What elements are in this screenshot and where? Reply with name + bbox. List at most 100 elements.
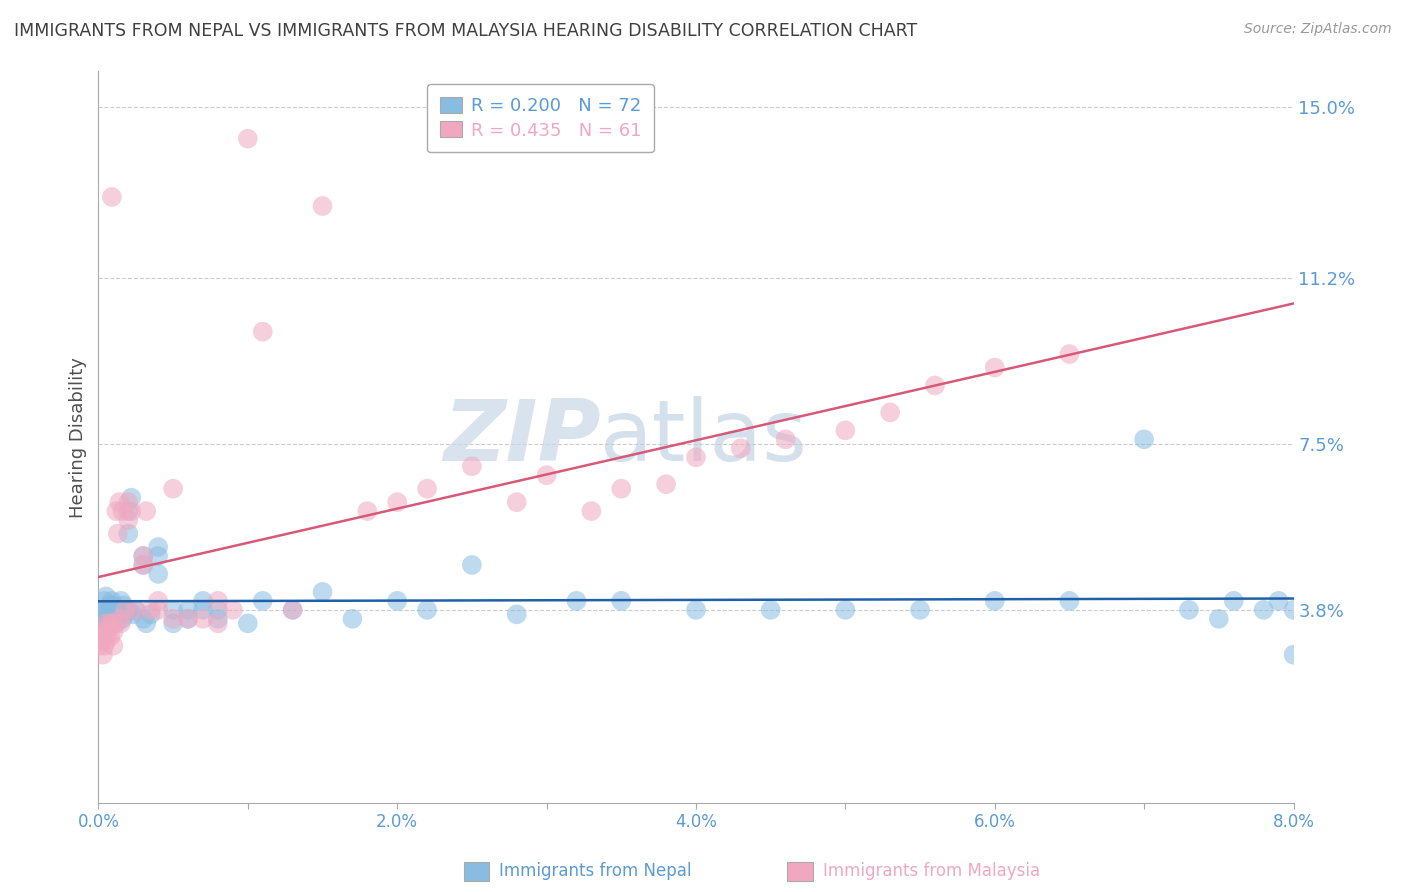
Point (110, 594, 132, 608)
Point (581, 504, 603, 518)
Point (685, 450, 707, 465)
Point (222, 603, 245, 617)
Point (356, 504, 378, 518)
Point (101, 190, 124, 204)
Point (105, 616, 128, 631)
Point (162, 603, 184, 617)
Point (125, 603, 148, 617)
Point (125, 603, 148, 617)
Point (385, 594, 409, 608)
Point (461, 459, 484, 474)
Point (148, 566, 170, 581)
Point (536, 468, 558, 483)
Point (834, 423, 856, 437)
Point (117, 504, 139, 518)
Point (103, 639, 125, 653)
Point (148, 540, 170, 554)
Point (91, 612, 114, 626)
Point (1133, 433, 1156, 447)
Point (236, 616, 259, 631)
Point (132, 549, 155, 563)
Point (132, 558, 155, 572)
Point (281, 603, 304, 617)
Point (101, 594, 124, 608)
Text: IMMIGRANTS FROM NEPAL VS IMMIGRANTS FROM MALAYSIA HEARING DISABILITY CORRELATION: IMMIGRANTS FROM NEPAL VS IMMIGRANTS FROM… (14, 22, 917, 40)
Point (162, 482, 184, 496)
Point (94, 607, 117, 622)
Point (97, 621, 120, 635)
Point (139, 603, 162, 617)
Point (207, 616, 229, 631)
Point (207, 612, 229, 626)
Point (1222, 594, 1246, 608)
Point (311, 199, 333, 213)
Point (416, 603, 439, 617)
Point (506, 607, 529, 622)
Y-axis label: Hearing Disability: Hearing Disability (69, 357, 87, 517)
Point (94, 634, 117, 648)
Text: ZIP: ZIP (443, 395, 600, 479)
Point (89, 639, 111, 653)
Point (177, 612, 200, 626)
Point (311, 585, 333, 599)
Point (103, 625, 125, 640)
Point (96, 612, 118, 626)
Point (1059, 594, 1081, 608)
Point (103, 612, 125, 626)
Point (132, 612, 155, 626)
Point (983, 594, 1005, 608)
Point (111, 612, 134, 626)
Point (107, 603, 129, 617)
Point (1208, 612, 1230, 626)
Point (730, 442, 752, 456)
Point (96, 603, 118, 617)
Point (105, 607, 128, 622)
Point (120, 504, 142, 518)
Point (117, 513, 139, 527)
Point (1059, 347, 1081, 361)
Point (1267, 594, 1289, 608)
Point (93, 594, 115, 608)
Point (1282, 648, 1305, 662)
Point (162, 616, 184, 631)
Point (1282, 603, 1305, 617)
Point (97, 607, 120, 622)
Point (385, 495, 409, 509)
Point (139, 607, 162, 622)
Point (91, 634, 114, 648)
Point (98, 603, 122, 617)
Point (110, 616, 132, 631)
Point (98, 616, 122, 631)
Point (105, 504, 128, 518)
Point (132, 549, 155, 563)
Point (97, 599, 120, 613)
Point (236, 131, 259, 145)
Point (110, 603, 132, 617)
Point (98, 616, 122, 631)
Point (162, 612, 184, 626)
Point (685, 603, 707, 617)
Point (416, 482, 439, 496)
Point (252, 594, 274, 608)
Point (148, 594, 170, 608)
Point (93, 616, 115, 631)
Point (103, 599, 125, 613)
Point (983, 360, 1005, 375)
Point (107, 526, 129, 541)
Point (114, 607, 136, 622)
Point (610, 594, 633, 608)
Point (117, 495, 139, 509)
Point (112, 599, 135, 613)
Point (91, 648, 114, 662)
Point (108, 495, 131, 509)
Text: Immigrants from Malaysia: Immigrants from Malaysia (823, 863, 1039, 880)
Point (342, 612, 364, 626)
Point (93, 639, 115, 653)
Point (103, 603, 125, 617)
Point (103, 616, 125, 631)
Point (655, 477, 678, 491)
Point (191, 594, 214, 608)
Point (191, 603, 214, 617)
Point (110, 612, 132, 626)
Point (775, 433, 797, 447)
